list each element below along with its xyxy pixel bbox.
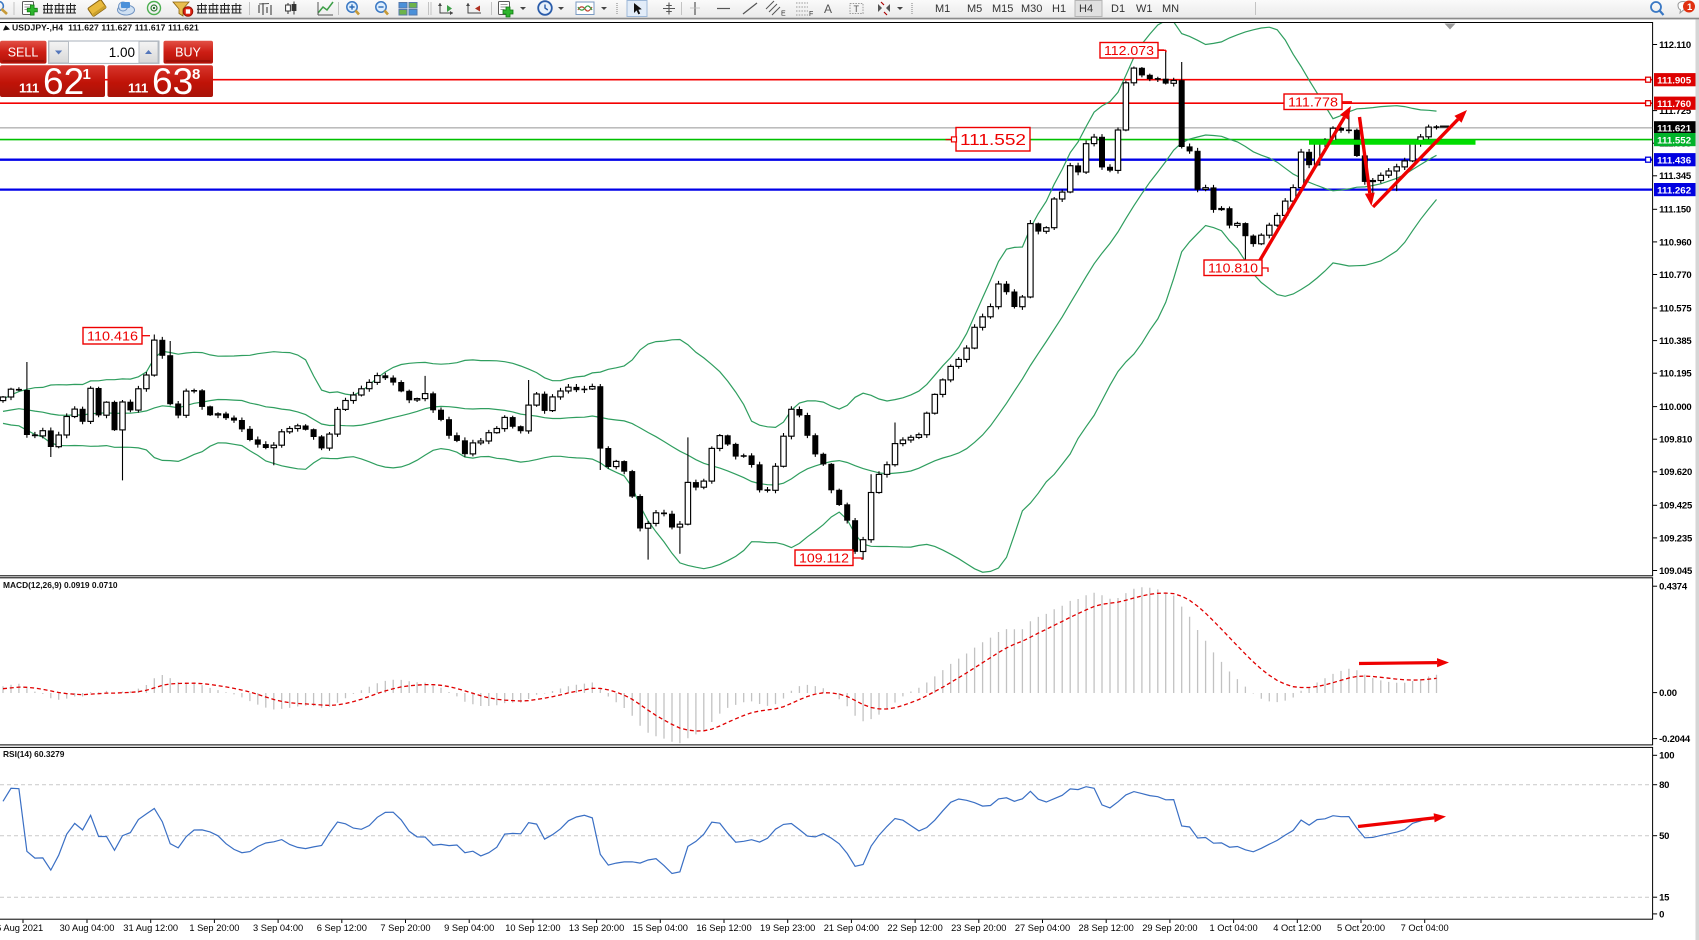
- svg-text:M5: M5: [967, 3, 982, 15]
- svg-text:T: T: [854, 4, 860, 14]
- svg-text:109.425: 109.425: [1659, 501, 1693, 512]
- svg-text:1 Sep 20:00: 1 Sep 20:00: [189, 923, 239, 933]
- svg-text:W1: W1: [1136, 3, 1153, 15]
- svg-text:9 Sep 04:00: 9 Sep 04:00: [444, 923, 494, 933]
- svg-text:-0.2044: -0.2044: [1659, 734, 1691, 745]
- svg-text:111.552: 111.552: [1657, 136, 1691, 147]
- svg-text:0: 0: [1659, 909, 1664, 920]
- svg-text:F: F: [809, 11, 813, 18]
- svg-text:E: E: [781, 11, 786, 18]
- svg-text:111.905: 111.905: [1657, 76, 1692, 87]
- svg-text:111.725: 111.725: [1659, 106, 1692, 117]
- svg-text:7 Oct 04:00: 7 Oct 04:00: [1401, 923, 1449, 933]
- svg-text:110.000: 110.000: [1659, 402, 1691, 413]
- svg-text:10 Sep 12:00: 10 Sep 12:00: [505, 923, 560, 933]
- svg-text:111.150: 111.150: [1659, 205, 1691, 216]
- svg-text:4 Oct 12:00: 4 Oct 12:00: [1273, 923, 1321, 933]
- svg-text:21 Sep 04:00: 21 Sep 04:00: [824, 923, 879, 933]
- svg-text:110.385: 110.385: [1659, 336, 1692, 347]
- svg-text:BUY: BUY: [175, 46, 201, 60]
- svg-text:15 Sep 04:00: 15 Sep 04:00: [633, 923, 688, 933]
- svg-text:50: 50: [1659, 831, 1669, 842]
- svg-text:29 Sep 20:00: 29 Sep 20:00: [1142, 923, 1197, 933]
- svg-text:110.416: 110.416: [87, 329, 138, 343]
- svg-text:109.112: 109.112: [799, 551, 849, 565]
- svg-text:80: 80: [1659, 780, 1669, 791]
- svg-text:0.4374: 0.4374: [1659, 582, 1688, 593]
- svg-text:MACD(12,26,9) 0.0919 0.0710: MACD(12,26,9) 0.0919 0.0710: [3, 580, 118, 590]
- svg-text:0.00: 0.00: [1659, 688, 1677, 699]
- svg-text:112.073: 112.073: [1104, 44, 1154, 58]
- svg-text:111: 111: [19, 81, 39, 96]
- svg-text:22 Sep 12:00: 22 Sep 12:00: [887, 923, 942, 933]
- svg-text:111.778: 111.778: [1288, 95, 1338, 109]
- svg-text:110.960: 110.960: [1659, 237, 1691, 248]
- svg-text:28 Sep 12:00: 28 Sep 12:00: [1079, 923, 1134, 933]
- svg-text:A: A: [824, 2, 832, 16]
- svg-text:109.810: 109.810: [1659, 435, 1692, 446]
- svg-text:1.00: 1.00: [109, 45, 135, 60]
- svg-text:23 Sep 20:00: 23 Sep 20:00: [951, 923, 1006, 933]
- svg-text:111.760: 111.760: [1657, 99, 1691, 110]
- svg-text:M30: M30: [1021, 3, 1042, 15]
- svg-text:5 Oct 20:00: 5 Oct 20:00: [1337, 923, 1385, 933]
- svg-text:SELL: SELL: [8, 46, 39, 60]
- svg-text:3 Sep 04:00: 3 Sep 04:00: [253, 923, 303, 933]
- svg-text:1: 1: [83, 66, 91, 83]
- svg-text:1 Oct 04:00: 1 Oct 04:00: [1210, 923, 1258, 933]
- svg-text:111.262: 111.262: [1657, 186, 1691, 197]
- svg-text:H1: H1: [1052, 3, 1066, 15]
- svg-text:27 Sep 04:00: 27 Sep 04:00: [1015, 923, 1070, 933]
- svg-text:63: 63: [152, 61, 193, 102]
- svg-text:13 Sep 20:00: 13 Sep 20:00: [569, 923, 624, 933]
- svg-text:110.810: 110.810: [1208, 261, 1258, 275]
- svg-text:7 Sep 20:00: 7 Sep 20:00: [380, 923, 430, 933]
- svg-text:M15: M15: [992, 3, 1013, 15]
- svg-text:H4: H4: [1079, 3, 1093, 15]
- svg-text:109.620: 109.620: [1659, 467, 1692, 478]
- svg-text:112.110: 112.110: [1659, 40, 1691, 51]
- svg-text:111.552: 111.552: [960, 132, 1026, 149]
- svg-text:8: 8: [192, 66, 200, 83]
- svg-text:110.195: 110.195: [1659, 369, 1692, 380]
- svg-text:111.436: 111.436: [1657, 156, 1691, 167]
- svg-text:109.045: 109.045: [1659, 566, 1693, 577]
- svg-text:110.770: 110.770: [1659, 270, 1691, 281]
- svg-text:30 Aug 04:00: 30 Aug 04:00: [60, 923, 115, 933]
- svg-text:111: 111: [128, 81, 148, 96]
- svg-text:26 Aug 2021: 26 Aug 2021: [0, 923, 43, 933]
- svg-text:109.235: 109.235: [1659, 533, 1693, 544]
- svg-text:31 Aug 12:00: 31 Aug 12:00: [123, 923, 178, 933]
- svg-text:110.575: 110.575: [1659, 303, 1692, 314]
- svg-text:100: 100: [1659, 751, 1674, 762]
- svg-text:111.621: 111.621: [1657, 124, 1692, 135]
- svg-text:RSI(14) 60.3279: RSI(14) 60.3279: [3, 749, 65, 759]
- svg-text:19 Sep 23:00: 19 Sep 23:00: [760, 923, 815, 933]
- svg-text:1: 1: [1687, 2, 1693, 13]
- svg-text:111.345: 111.345: [1659, 171, 1692, 182]
- svg-text:M1: M1: [935, 3, 950, 15]
- svg-text:USDJPY-,H4 111.627 111.627 11: USDJPY-,H4 111.627 111.627 111.617 111.6…: [12, 23, 199, 33]
- svg-text:16 Sep 12:00: 16 Sep 12:00: [696, 923, 751, 933]
- svg-text:MN: MN: [1162, 3, 1179, 15]
- svg-text:D1: D1: [1111, 3, 1125, 15]
- svg-text:15: 15: [1659, 893, 1670, 904]
- svg-text:62: 62: [43, 61, 84, 102]
- svg-text:6 Sep 12:00: 6 Sep 12:00: [317, 923, 367, 933]
